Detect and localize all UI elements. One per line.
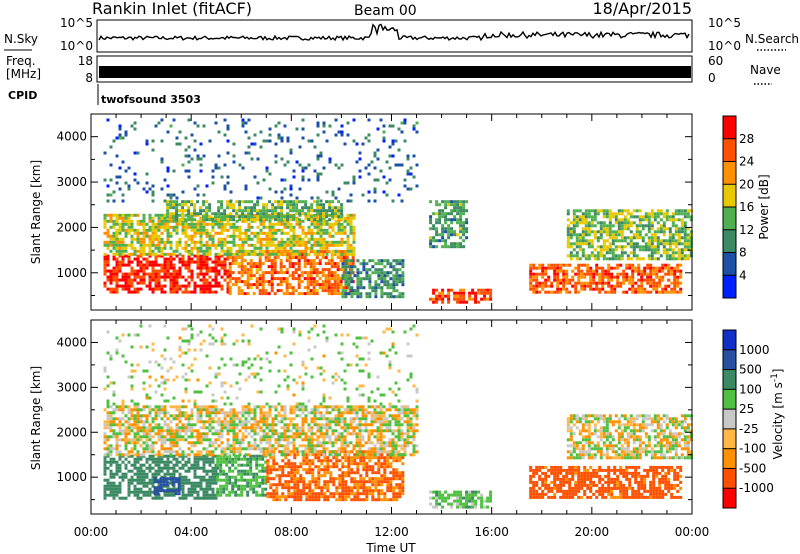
velocity-ytick-label-0: 1000 (56, 470, 87, 484)
x-tick-label-3: 12:00 (374, 525, 409, 539)
power-data (103, 118, 693, 304)
power-colorbar-swatch-2 (723, 229, 736, 253)
power-colorbar-swatch-6 (723, 138, 736, 162)
power-region-1 (228, 250, 355, 296)
freq-panel: Freq. [MHz] 18 8 60 0 Nave (6, 54, 781, 85)
x-tick-label-4: 16:00 (474, 525, 509, 539)
velocity-colorbar-swatch-5 (723, 389, 736, 410)
x-tick-label-2: 08:00 (274, 525, 309, 539)
power-region-4 (341, 259, 405, 299)
velocity-colorbar-tick-2: 100 (739, 382, 762, 396)
freq-label-2: [MHz] (6, 67, 41, 81)
power-ytick-label-2: 3000 (56, 175, 87, 189)
freq-tick-top: 18 (78, 54, 93, 68)
velocity-colorbar-swatch-4 (723, 409, 736, 429)
power-colorbar-tick-6: 28 (739, 132, 754, 146)
nsearch-label: N.Search (745, 32, 799, 46)
velocity-colorbar-tick-3: 25 (739, 402, 754, 416)
nsearch-tick-top: 10^5 (708, 16, 741, 30)
power-ylabel: Slant Range [km] (29, 160, 43, 264)
power-region-0 (103, 254, 230, 294)
nsky-label: N.Sky (4, 32, 38, 46)
velocity-colorbar-swatch-1 (723, 468, 736, 489)
nsky-line (98, 23, 690, 42)
freq-label-1: Freq. (6, 54, 36, 68)
velocity-colorbar-label: Velocity [m s-1] (770, 369, 785, 460)
velocity-colorbar-tick-1: 500 (739, 363, 762, 377)
power-region-6 (429, 200, 469, 249)
x-axis-label: Time UT (365, 541, 416, 554)
power-colorbar-tick-1: 8 (739, 246, 747, 260)
cpid-label: CPID (8, 89, 37, 102)
velocity-colorbar-swatch-0 (723, 488, 736, 508)
power-colorbar-swatch-7 (723, 116, 736, 139)
velocity-colorbar-swatch-7 (723, 349, 736, 370)
x-tick-label-0: 00:00 (74, 525, 109, 539)
velocity-region-3 (266, 450, 405, 502)
velocity-region-7 (566, 414, 693, 460)
power-ytick-label-0: 1000 (56, 266, 87, 280)
nsky-tick-top: 10^5 (60, 16, 93, 30)
velocity-colorbar-swatch-2 (723, 448, 736, 469)
velocity-region-4 (103, 405, 419, 457)
power-colorbar-swatch-4 (723, 184, 736, 207)
velocity-colorbar: 1000 500 100 25 -25 -100 -500 -1000 Velocity [m… (722, 329, 785, 509)
x-tick-label-6: 00:00 (675, 525, 710, 539)
velocity-region-2 (216, 454, 268, 497)
power-region-8 (566, 209, 693, 261)
nave-label: Nave (750, 63, 781, 77)
velocity-plot: 1000 2000 3000 4000 Slant Range [km] (29, 319, 693, 515)
velocity-ytick-label-3: 4000 (56, 335, 87, 349)
velocity-ytick-label-2: 3000 (56, 380, 87, 394)
velocity-colorbar-swatch-6 (723, 369, 736, 390)
velocity-region-6 (529, 465, 683, 499)
nave-tick-bottom: 0 (708, 71, 716, 85)
nsearch-tick-bottom: 10^0 (708, 39, 741, 53)
power-plot: 1000 2000 3000 4000 Slant Range [km] (29, 113, 693, 311)
nave-band (99, 66, 691, 78)
power-colorbar-tick-0: 4 (739, 268, 747, 282)
power-ytick-label-3: 4000 (56, 130, 87, 144)
x-tick-label-1: 04:00 (174, 525, 209, 539)
velocity-colorbar-tick-7: -1000 (739, 481, 774, 495)
velocity-colorbar-tick-5: -100 (739, 442, 766, 456)
station-title: Rankin Inlet (fitACF) (92, 0, 252, 18)
freq-tick-bottom: 8 (85, 71, 93, 85)
velocity-colorbar-tick-6: -500 (739, 461, 766, 475)
x-tick-label-5: 20:00 (575, 525, 610, 539)
nsky-tick-bottom: 10^0 (60, 39, 93, 53)
power-colorbar-tick-2: 12 (739, 223, 754, 237)
velocity-colorbar-tick-4: -25 (739, 422, 759, 436)
velocity-region-5 (429, 490, 493, 509)
power-region-9 (103, 118, 419, 203)
power-region-7 (529, 263, 683, 294)
velocity-colorbar-swatch-3 (723, 428, 736, 449)
velocity-region-1 (153, 477, 181, 496)
power-colorbar-swatch-3 (723, 207, 736, 230)
velocity-region-8 (103, 324, 419, 406)
velocity-ytick-label-1: 2000 (56, 425, 87, 439)
velocity-colorbar-swatch-8 (723, 330, 736, 350)
cpid-value: twofsound 3503 (101, 93, 201, 106)
power-region-2 (103, 213, 356, 256)
velocity-colorbar-tick-0: 1000 (739, 343, 770, 357)
power-region-5 (429, 288, 493, 304)
power-colorbar-swatch-5 (723, 161, 736, 185)
nave-tick-top: 60 (708, 54, 723, 68)
power-colorbar-tick-5: 24 (739, 155, 754, 169)
beam-title: Beam 00 (354, 3, 417, 19)
power-ytick-label-1: 2000 (56, 220, 87, 234)
nsky-panel: N.Sky 10^5 10^0 10^5 10^0 N.Search (4, 16, 799, 53)
velocity-ylabel: Slant Range [km] (29, 366, 43, 470)
velocity-data (103, 324, 693, 509)
power-colorbar-tick-3: 16 (739, 200, 754, 214)
power-region-3 (166, 200, 344, 222)
nsky-trace (98, 23, 690, 42)
date-title: 18/Apr/2015 (592, 0, 692, 18)
power-colorbar-label: Power [dB] (757, 174, 771, 239)
power-colorbar-swatch-0 (723, 275, 736, 298)
power-colorbar-tick-4: 20 (739, 177, 754, 191)
power-colorbar: 4 8 12 16 20 24 28 Power [dB] (722, 115, 771, 299)
power-colorbar-swatch-1 (723, 252, 736, 276)
